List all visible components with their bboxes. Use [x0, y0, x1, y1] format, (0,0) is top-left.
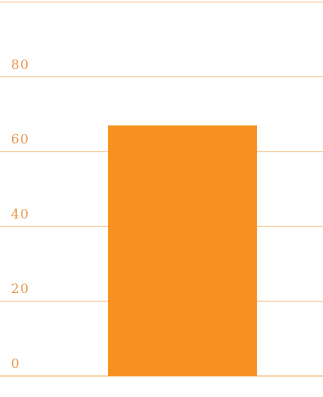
y-tick-label-20: 20 — [11, 282, 30, 297]
y-tick-label-80: 80 — [11, 58, 30, 73]
bar-0 — [108, 125, 257, 376]
y-tick-label-60: 60 — [11, 133, 30, 148]
bars — [108, 125, 257, 376]
y-tick-label-0: 0 — [11, 357, 20, 372]
y-tick-labels: 020406080100 — [11, 58, 30, 372]
y-tick-label-40: 40 — [11, 207, 30, 222]
